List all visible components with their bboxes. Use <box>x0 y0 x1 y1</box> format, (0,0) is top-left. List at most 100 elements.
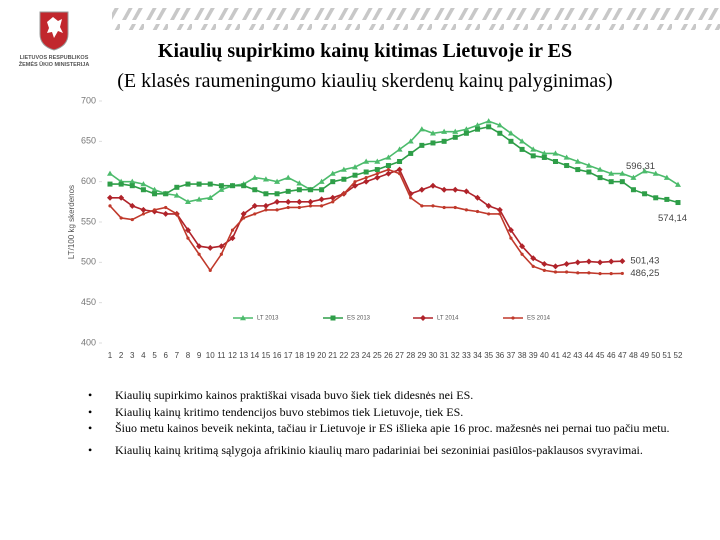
bullet: Šiuo metu kainos beveik nekinta, tačiau … <box>88 421 688 437</box>
marker <box>140 187 146 193</box>
marker <box>107 170 113 176</box>
marker <box>485 202 492 209</box>
marker <box>386 167 391 172</box>
marker <box>363 158 370 164</box>
marker <box>530 255 537 262</box>
marker <box>675 181 681 187</box>
x-tick-label: 6 <box>163 351 168 360</box>
x-tick-label: 43 <box>573 351 582 360</box>
marker <box>507 130 514 136</box>
x-tick-label: 18 <box>295 351 304 360</box>
x-tick-label: 32 <box>451 351 460 360</box>
marker <box>242 216 246 220</box>
marker <box>508 138 514 144</box>
marker <box>587 271 591 275</box>
marker <box>196 196 203 202</box>
marker <box>664 196 670 202</box>
marker <box>429 130 436 136</box>
marker <box>509 236 513 240</box>
x-tick-label: 38 <box>518 351 527 360</box>
x-tick-label: 49 <box>640 351 649 360</box>
marker <box>575 167 581 173</box>
marker <box>475 209 480 214</box>
marker <box>352 172 358 178</box>
marker <box>552 263 559 270</box>
marker <box>397 172 402 176</box>
marker <box>609 272 613 276</box>
marker <box>240 210 247 217</box>
marker <box>107 194 113 201</box>
marker <box>342 192 346 196</box>
marker <box>151 186 158 192</box>
marker <box>307 198 314 205</box>
marker <box>308 204 313 208</box>
marker <box>619 170 626 176</box>
marker <box>252 187 258 193</box>
marker <box>163 191 169 197</box>
x-tick-label: 52 <box>674 351 683 360</box>
marker <box>340 166 347 172</box>
marker <box>463 188 470 195</box>
marker <box>409 196 413 200</box>
subtitle: (E klasės raumeningumo kiaulių skerdenų … <box>117 70 613 92</box>
x-tick-label: 45 <box>596 351 605 360</box>
series <box>107 118 681 205</box>
marker <box>285 198 292 205</box>
x-tick-label: 2 <box>119 351 124 360</box>
series <box>108 167 624 276</box>
marker <box>474 194 481 201</box>
marker <box>397 159 403 164</box>
legend-label: LT 2013 <box>257 316 279 322</box>
marker <box>251 202 258 209</box>
marker <box>496 206 503 213</box>
marker <box>173 192 180 198</box>
marker <box>264 208 268 212</box>
marker <box>407 138 414 144</box>
marker <box>653 195 659 201</box>
marker <box>140 206 147 213</box>
bullet: Kiaulių supirkimo kainos praktiškai visa… <box>88 388 688 404</box>
marker <box>642 191 648 197</box>
marker <box>553 270 558 274</box>
marker <box>118 181 124 187</box>
marker <box>429 182 436 189</box>
marker <box>129 178 136 184</box>
marker <box>608 179 614 185</box>
marker <box>396 146 403 152</box>
marker <box>230 183 236 189</box>
marker <box>585 258 592 265</box>
marker <box>318 178 325 184</box>
marker <box>496 122 503 128</box>
marker <box>152 191 158 197</box>
x-tick-label: 19 <box>306 351 315 360</box>
marker <box>253 212 257 216</box>
marker <box>141 212 146 216</box>
marker <box>286 205 290 210</box>
legend-marker <box>240 315 246 321</box>
marker <box>207 181 213 187</box>
annotation: 574,14 <box>658 213 687 224</box>
x-tick-label: 23 <box>351 351 360 360</box>
marker <box>463 126 470 132</box>
x-tick-label: 46 <box>607 351 616 360</box>
marker <box>541 260 548 267</box>
bullet: Kiaulių kainų kritimo tendencijos buvo s… <box>88 405 688 421</box>
series-line <box>110 125 679 204</box>
x-tick-label: 40 <box>540 351 549 360</box>
marker <box>452 134 458 140</box>
x-tick-label: 37 <box>506 351 515 360</box>
marker <box>251 174 258 180</box>
marker <box>408 150 414 156</box>
x-tick-label: 34 <box>473 351 482 360</box>
marker <box>396 166 403 173</box>
marker <box>630 174 637 180</box>
marker <box>175 212 179 216</box>
marker <box>486 124 492 130</box>
marker <box>130 217 134 222</box>
marker <box>619 258 626 265</box>
marker <box>296 187 302 193</box>
marker <box>530 153 536 159</box>
marker <box>263 191 269 197</box>
